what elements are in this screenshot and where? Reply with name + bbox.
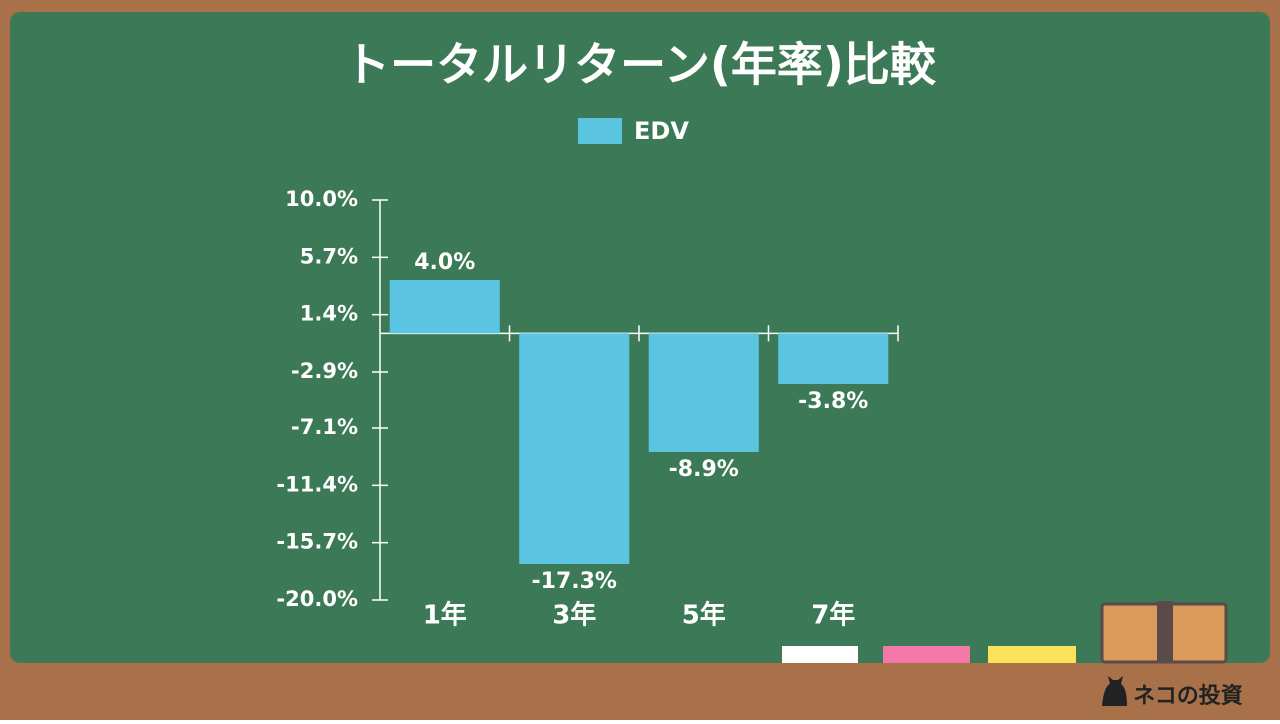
bar [389, 280, 500, 334]
y-tick-label: -2.9% [291, 359, 358, 383]
bar [519, 333, 630, 564]
data-label: -17.3% [532, 569, 617, 594]
chalk [988, 646, 1076, 663]
chart-title: トータルリターン(年率)比較 [344, 38, 937, 92]
bar [648, 333, 759, 452]
board [10, 12, 1270, 663]
chalk [782, 646, 858, 663]
y-tick-label: -20.0% [276, 587, 358, 611]
data-label: -8.9% [669, 457, 739, 482]
cat-icon [1102, 676, 1127, 706]
x-tick-label: 5年 [682, 600, 726, 631]
bar [778, 333, 889, 384]
legend-swatch [578, 118, 622, 144]
y-tick-label: 10.0% [285, 187, 358, 211]
y-tick-label: 1.4% [300, 302, 358, 326]
x-tick-label: 7年 [811, 600, 855, 631]
y-tick-label: 5.7% [300, 244, 358, 268]
eraser-band [1157, 601, 1173, 663]
data-label: -3.8% [798, 389, 868, 414]
x-tick-label: 3年 [552, 600, 596, 631]
y-tick-label: -11.4% [276, 472, 358, 496]
chalk [883, 646, 970, 663]
x-tick-label: 1年 [423, 600, 467, 631]
legend-label: EDV [634, 117, 689, 145]
y-tick-label: -7.1% [291, 415, 358, 439]
data-label: 4.0% [414, 250, 475, 275]
y-tick-label: -15.7% [276, 530, 358, 554]
watermark: ネコの投資 [1133, 683, 1243, 709]
